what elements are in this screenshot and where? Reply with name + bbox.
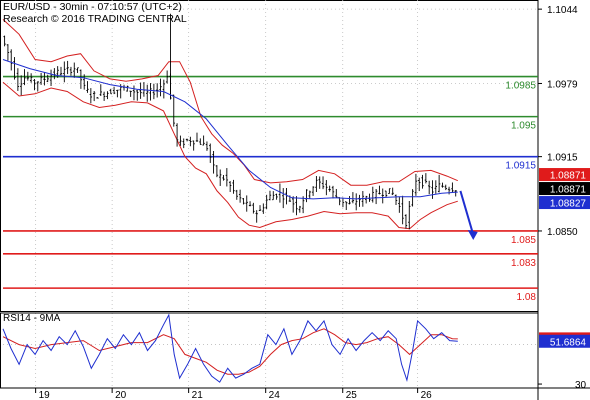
price-tick-label: 1.0850: [547, 227, 578, 238]
chart-copyright: Research © 2016 TRADING CENTRAL: [3, 13, 187, 25]
time-tick-label: 26: [421, 390, 433, 400]
level-label: 1.095: [511, 121, 536, 132]
rsi-panel: 3052.882951.6864: [0, 312, 590, 391]
level-label: 1.085: [511, 235, 536, 246]
time-tick-label: 20: [115, 390, 127, 400]
price-badge: [539, 168, 590, 182]
price-tick-label: 1.0979: [547, 79, 578, 90]
chart-title: EUR/USD - 30min - 07:10:57 (UTC+2): [3, 1, 182, 13]
price-badge-label: 1.08871: [550, 185, 587, 196]
support-resistance-levels: 1.0985 1.095 1.0915 1.085 1.083 1.08: [3, 75, 538, 303]
forecast-arrow-shaft: [459, 190, 474, 234]
bollinger-upper-line: [2, 19, 458, 186]
rsi-line: [2, 313, 458, 383]
rsi-ma-line: [2, 328, 458, 375]
price-badge-label: 1.08871: [550, 171, 587, 182]
level-label: 1.0915: [505, 161, 536, 172]
price-tick-label: 1.1044: [547, 5, 578, 16]
moving-average: [2, 59, 458, 200]
level-label: 1.08: [517, 292, 537, 303]
rsi-tick-label: 30: [575, 380, 587, 391]
time-tick-label: 19: [39, 390, 51, 400]
level-label: 1.0985: [505, 81, 536, 92]
time-tick-label: 21: [192, 390, 204, 400]
price-badge: [539, 182, 590, 196]
rsi-label: RSI14 - 9MA: [3, 313, 61, 324]
time-axis: 19 20 21 24 25 26: [35, 388, 433, 400]
rsi-panel-frame: [0, 312, 539, 389]
forecast-arrow-head: [467, 229, 478, 240]
rsi-badge: [539, 334, 590, 348]
moving-average-line: [2, 59, 458, 200]
price-badge-label: 1.08827: [550, 199, 587, 210]
price-tick-label: 1.0915: [547, 153, 578, 164]
rsi-badge-label: 51.6864: [550, 337, 587, 348]
time-tick-label: 24: [269, 390, 281, 400]
bollinger-bands: [2, 19, 458, 230]
candlesticks: [3, 13, 457, 230]
price-axis: 1.1044 1.0979 1.0915 1.0850 1.08871 1.08871 1.…: [538, 5, 590, 238]
time-tick-label: 25: [346, 390, 358, 400]
price-badge: [539, 196, 590, 210]
bollinger-lower-line: [2, 81, 458, 230]
forecast-arrow: [459, 190, 478, 240]
level-label: 1.083: [511, 258, 536, 269]
